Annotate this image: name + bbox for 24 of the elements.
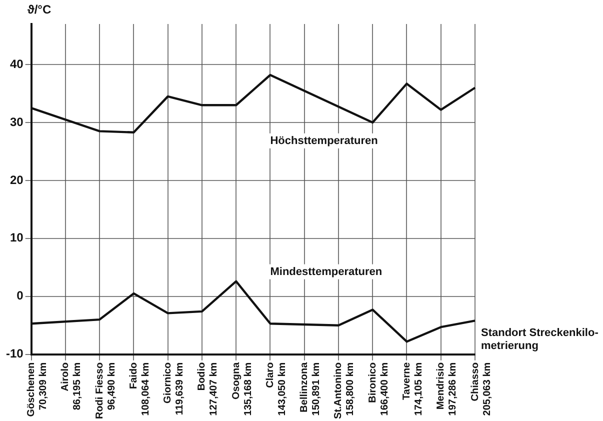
x-tick-label: Faido 108,064 km: [128, 362, 152, 416]
y-tick-label: 0: [16, 288, 24, 303]
x-tick-label: Rodi Fiesso 96,490 km: [94, 362, 118, 420]
x-axis-title: Standort Streckenkilo- metrierung: [481, 326, 599, 352]
x-tick-label: Giornico 119,639 km: [162, 362, 186, 416]
y-axis-title: ϑ/°C: [27, 2, 52, 16]
y-tick-label: 20: [10, 172, 24, 187]
text: Mindesttemperaturen: [270, 266, 382, 278]
x-tick-label: Bodio 127,407 km: [196, 362, 220, 416]
y-tick-label: 40: [10, 56, 24, 71]
x-tick-label: Taverne 174,105 km: [401, 362, 424, 416]
x-tick-label: Claro 143,050 km: [264, 362, 288, 416]
y-tick-label: 10: [10, 230, 24, 245]
x-tick-label: Airolo 86,195 km: [60, 362, 84, 410]
x-tick-label: Chiasso 205,063 km: [470, 362, 493, 416]
y-tick-label: -10: [6, 346, 24, 361]
y-tick-label: 30: [10, 114, 24, 129]
x-tick-label: Mendrisio 197,286 km: [436, 362, 459, 416]
series-label: Höchsttemperaturen: [270, 134, 378, 147]
x-tick-label: St.Antonino 158,800 km: [333, 362, 356, 419]
x-tick-label: Bellinzona 150,891 km: [299, 362, 322, 416]
x-tick-label: Osogna 135,168 km: [230, 362, 254, 416]
x-tick-label: Göschenen 70,309 km: [26, 362, 50, 417]
x-tick-label: Bironico 166,400 km: [367, 362, 390, 416]
